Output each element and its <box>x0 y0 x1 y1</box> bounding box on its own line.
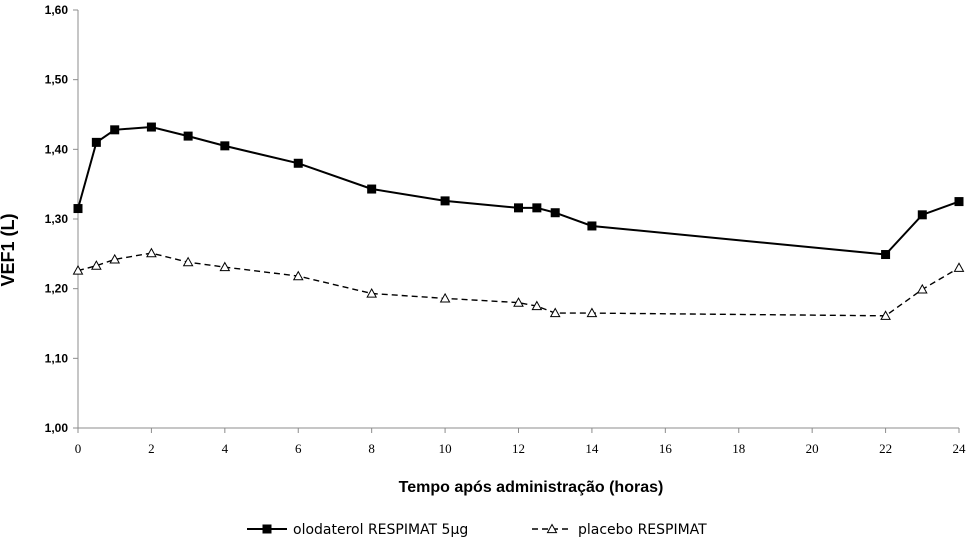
data-point <box>367 184 377 194</box>
data-point <box>513 297 524 307</box>
series-olodaterol <box>73 122 964 260</box>
chart-axes <box>77 10 959 429</box>
data-point <box>550 208 560 218</box>
data-point <box>73 204 83 214</box>
data-point <box>182 256 194 267</box>
legend-item-olodaterol: olodaterol RESPIMAT 5µg <box>247 522 468 538</box>
data-point <box>293 158 303 168</box>
legend-marker <box>546 523 558 534</box>
data-point <box>183 131 193 141</box>
x-tick-label: 12 <box>512 441 525 456</box>
data-point <box>587 221 597 231</box>
series-placebo <box>72 247 965 320</box>
data-point <box>881 250 891 260</box>
data-point <box>549 307 561 318</box>
y-axis-label: VEF1 (L) <box>0 213 18 286</box>
data-point <box>109 253 121 264</box>
x-tick-label: 6 <box>295 441 302 456</box>
x-tick-label: 16 <box>659 441 673 456</box>
data-point <box>880 310 891 320</box>
data-point <box>917 210 927 220</box>
data-point <box>146 247 157 258</box>
x-tick-label: 20 <box>806 441 819 456</box>
y-tick-label: 1,60 <box>45 3 69 17</box>
x-axis-ticks: 0 2 4 6 8 10 12 14 16 18 20 22 24 <box>75 428 966 456</box>
x-tick-label: 4 <box>222 441 229 456</box>
data-point <box>91 137 101 147</box>
y-axis-ticks: 1,00 1,10 1,20 1,30 1,40 1,50 1,60 <box>45 3 78 435</box>
data-point <box>514 203 523 213</box>
y-tick-label: 1,50 <box>45 73 69 87</box>
x-tick-label: 14 <box>585 441 599 456</box>
x-tick-label: 18 <box>732 441 745 456</box>
data-point <box>219 261 231 272</box>
legend: olodaterol RESPIMAT 5µg placebo RESPIMAT <box>247 522 707 538</box>
y-tick-label: 1,20 <box>45 282 69 296</box>
data-point <box>91 260 102 270</box>
y-tick-label: 1,00 <box>45 421 69 435</box>
series-line <box>77 125 960 256</box>
x-tick-label: 0 <box>75 441 82 456</box>
data-point <box>146 122 156 132</box>
x-tick-label: 10 <box>439 441 452 456</box>
y-tick-label: 1,10 <box>45 351 69 365</box>
legend-label: olodaterol RESPIMAT 5µg <box>293 522 468 538</box>
data-point <box>292 270 304 281</box>
data-point <box>440 196 450 206</box>
y-tick-label: 1,40 <box>45 142 69 156</box>
x-tick-label: 22 <box>879 441 892 456</box>
chart-series <box>72 122 965 320</box>
data-point <box>220 141 230 151</box>
data-point <box>586 307 598 318</box>
x-tick-label: 24 <box>953 441 967 456</box>
data-point <box>916 283 928 294</box>
data-point <box>953 262 965 272</box>
data-point <box>72 265 84 275</box>
data-point <box>439 292 451 303</box>
x-axis-label: Tempo após administração (horas) <box>399 479 664 496</box>
x-tick-label: 8 <box>368 441 375 456</box>
y-tick-label: 1,30 <box>45 212 69 226</box>
legend-marker <box>262 524 272 534</box>
data-point <box>531 300 543 311</box>
legend-label: placebo RESPIMAT <box>578 522 707 538</box>
data-point <box>532 203 542 213</box>
legend-item-placebo: placebo RESPIMAT <box>532 522 707 538</box>
data-point <box>110 125 120 135</box>
data-point <box>366 288 378 298</box>
data-point <box>954 197 964 207</box>
x-tick-label: 2 <box>148 441 155 456</box>
